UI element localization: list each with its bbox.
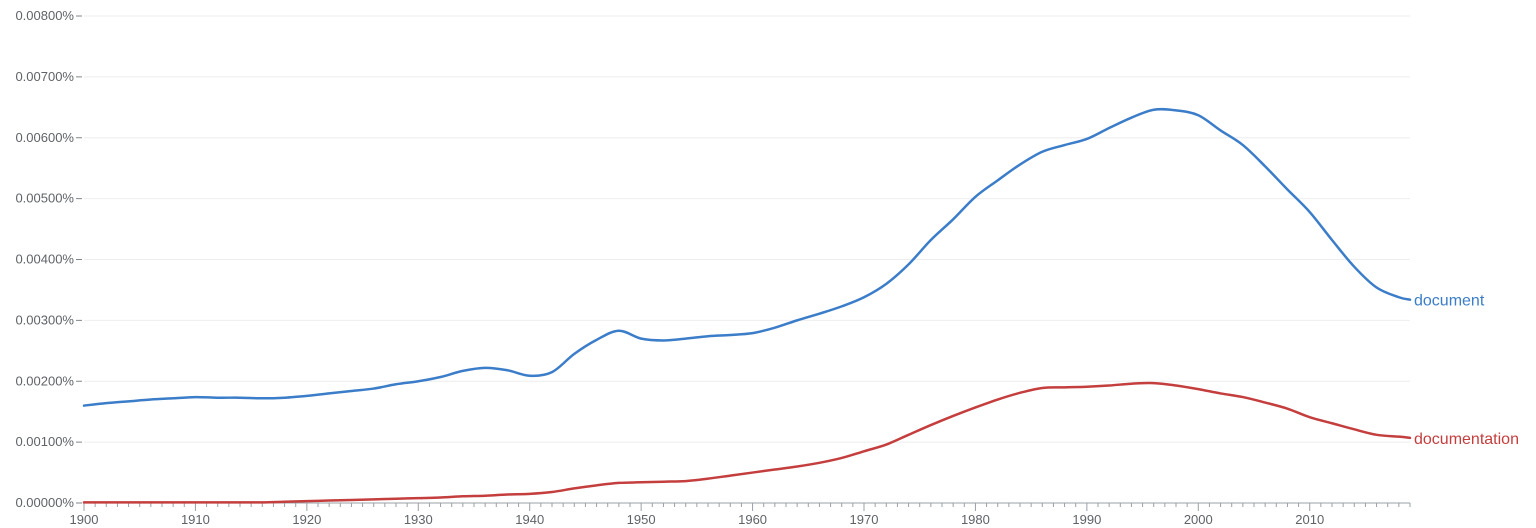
y-tick-label: 0.00400% bbox=[15, 252, 74, 267]
x-axis: 1900 1910 1920 1930 1940 1950 1960 1970 1980 1990… bbox=[70, 502, 1411, 527]
x-tick-label: 1930 bbox=[404, 512, 433, 527]
series-labels: document documentation bbox=[1414, 293, 1519, 448]
x-tick-label: 2000 bbox=[1184, 512, 1213, 527]
y-axis: 0.00000% 0.00100% 0.00200% 0.00300% 0.00400%… bbox=[15, 8, 82, 510]
y-tick-label: 0.00100% bbox=[15, 434, 74, 449]
x-tick-label: 1990 bbox=[1072, 512, 1101, 527]
series-lines bbox=[82, 107, 1412, 504]
x-tick-label: 1970 bbox=[850, 512, 879, 527]
series-label-document: document bbox=[1414, 293, 1485, 310]
x-tick-label: 1940 bbox=[515, 512, 544, 527]
y-tick-label: 0.00500% bbox=[15, 191, 74, 206]
x-tick-label: 1960 bbox=[738, 512, 767, 527]
x-tick-label: 1980 bbox=[961, 512, 990, 527]
series-line-documentation[interactable] bbox=[82, 381, 1412, 504]
y-tick-label: 0.00200% bbox=[15, 373, 74, 388]
series-label-documentation: documentation bbox=[1414, 431, 1519, 448]
x-tick-label: 1920 bbox=[292, 512, 321, 527]
x-tick-label: 1910 bbox=[181, 512, 210, 527]
y-tick-label: 0.00300% bbox=[15, 312, 74, 327]
x-tick-label: 2010 bbox=[1295, 512, 1324, 527]
x-tick-label: 1900 bbox=[70, 512, 99, 527]
y-tick-label: 0.00800% bbox=[15, 8, 74, 23]
y-tick-label: 0.00600% bbox=[15, 130, 74, 145]
series-line-document[interactable] bbox=[82, 107, 1412, 407]
x-tick-label: 1950 bbox=[627, 512, 656, 527]
y-tick-label: 0.00700% bbox=[15, 69, 74, 84]
gridlines bbox=[84, 15, 1410, 443]
y-tick-label: 0.00000% bbox=[15, 495, 74, 510]
